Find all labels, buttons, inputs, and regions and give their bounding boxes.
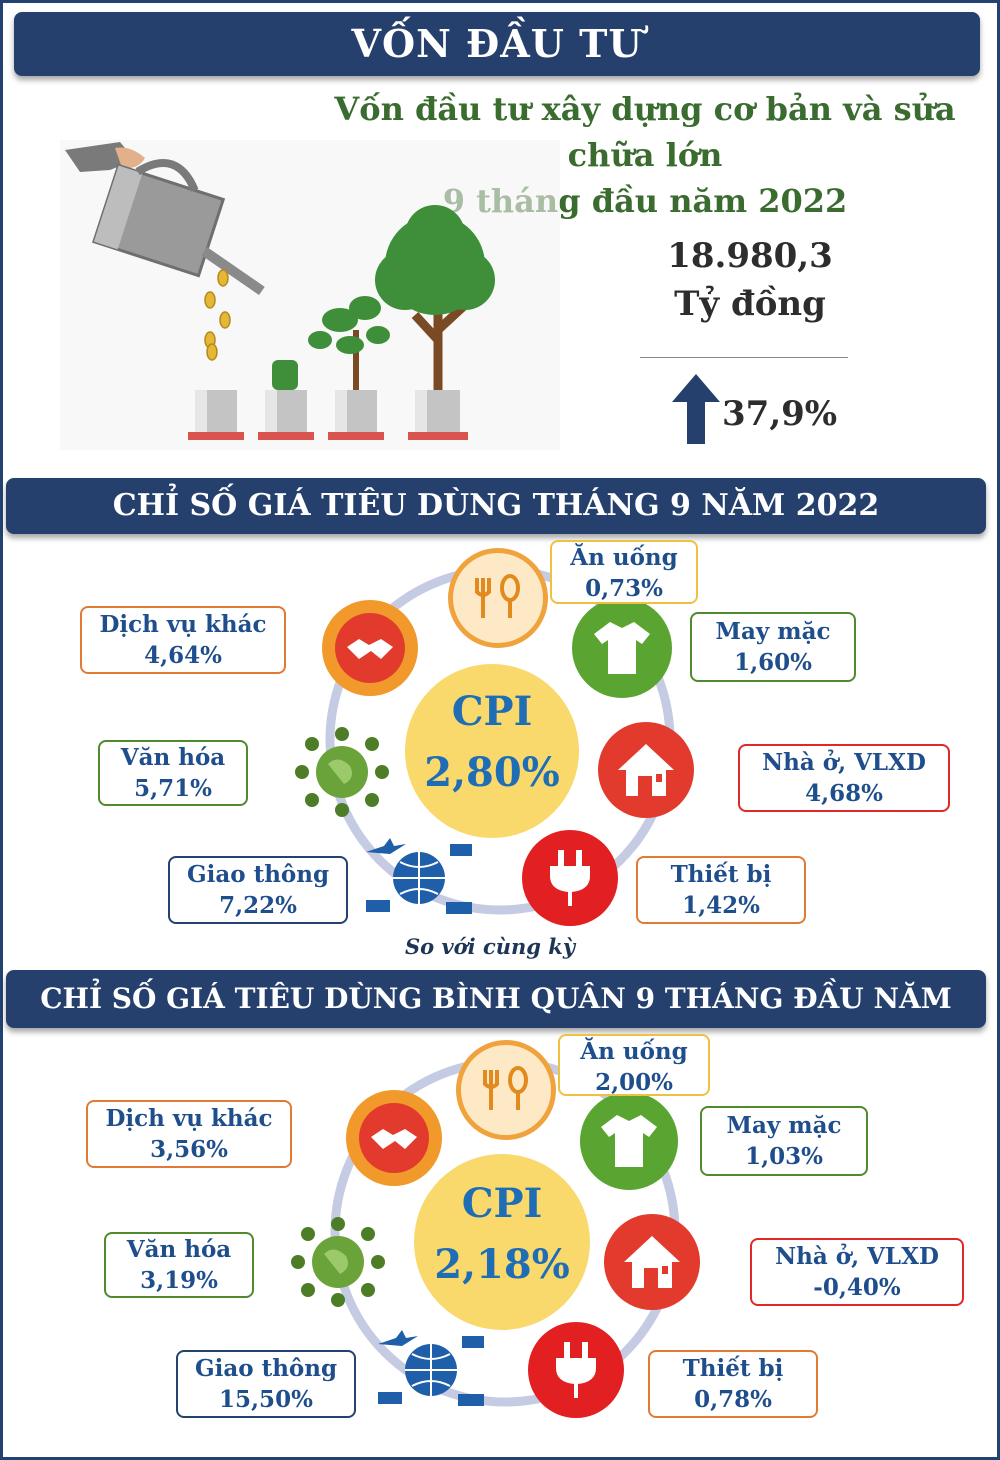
- culture-globe-icon: [294, 724, 390, 820]
- globe-transport-icon: [360, 832, 478, 924]
- shirt-icon: [572, 598, 672, 698]
- investment-banner: VỐN ĐẦU TƯ: [14, 12, 980, 76]
- cpi-month-food-box: Ăn uống 0,73%: [550, 540, 698, 604]
- cpi-month-other-box: Dịch vụ khác 4,64%: [80, 606, 286, 674]
- investment-divider: [640, 357, 848, 358]
- cpi-avg-housing-value: -0,40%: [813, 1274, 901, 1301]
- cpi-month-food-label: Ăn uống: [570, 544, 678, 571]
- cpi-avg-food-box: Ăn uống 2,00%: [558, 1034, 710, 1096]
- plug-icon: [522, 830, 618, 926]
- cpi-avg-other-box: Dịch vụ khác 3,56%: [86, 1100, 292, 1168]
- cpi-avg-housing-label: Nhà ở, VLXD: [775, 1243, 939, 1270]
- cpi-avg-food-value: 2,00%: [595, 1069, 673, 1096]
- investment-amount: 18.980,3: [667, 236, 833, 276]
- cpi-month-banner: CHỈ SỐ GIÁ TIÊU DÙNG THÁNG 9 NĂM 2022: [6, 478, 986, 534]
- handshake-badge-icon: [322, 600, 418, 696]
- cpi-avg-center: CPI 2,18%: [414, 1154, 590, 1330]
- investment-growth: 37,9%: [722, 394, 838, 434]
- cpi-month-clothing-box: May mặc 1,60%: [690, 612, 856, 682]
- handshake-badge-icon: [346, 1090, 442, 1186]
- investment-unit: Tỷ đồng: [674, 284, 826, 324]
- plug-icon: [528, 1322, 624, 1418]
- cpi-month-transport-value: 7,22%: [219, 892, 297, 919]
- cpi-month-transport-box: Giao thông 7,22%: [168, 856, 348, 924]
- cpi-avg-transport-label: Giao thông: [194, 1355, 338, 1382]
- cpi-month-clothing-value: 1,60%: [734, 649, 812, 676]
- food-icon: [456, 1040, 556, 1140]
- investment-subtitle-line1: Vốn đầu tư xây dựng cơ bản và sửa chữa l…: [334, 90, 956, 174]
- house-icon: [598, 722, 694, 818]
- cpi-month-center: CPI 2,80%: [405, 664, 579, 838]
- cpi-month-footnote: So với cùng kỳ: [404, 934, 576, 959]
- cpi-month-equipment-value: 1,42%: [682, 892, 760, 919]
- cpi-avg-center-label: CPI: [461, 1180, 543, 1227]
- cpi-month-equipment-box: Thiết bị 1,42%: [636, 856, 806, 924]
- cpi-avg-other-value: 3,56%: [150, 1136, 228, 1163]
- cpi-avg-transport-value: 15,50%: [219, 1386, 313, 1413]
- cpi-avg-food-label: Ăn uống: [580, 1038, 688, 1065]
- cpi-avg-culture-value: 3,19%: [140, 1267, 218, 1294]
- cpi-avg-equipment-box: Thiết bị 0,78%: [648, 1350, 818, 1418]
- house-icon: [604, 1214, 700, 1310]
- cpi-month-other-value: 4,64%: [144, 642, 222, 669]
- cpi-avg-clothing-value: 1,03%: [745, 1143, 823, 1170]
- cpi-month-other-label: Dịch vụ khác: [99, 611, 267, 638]
- cpi-month-title: CHỈ SỐ GIÁ TIÊU DÙNG THÁNG 9 NĂM 2022: [112, 488, 880, 523]
- cpi-avg-clothing-label: May mặc: [726, 1112, 842, 1139]
- cpi-month-housing-value: 4,68%: [805, 780, 883, 807]
- cpi-month-housing-label: Nhà ở, VLXD: [762, 749, 926, 776]
- cpi-month-transport-label: Giao thông: [186, 861, 330, 888]
- cpi-avg-clothing-box: May mặc 1,03%: [700, 1106, 868, 1176]
- food-icon: [448, 548, 548, 648]
- shirt-icon: [580, 1092, 678, 1190]
- cpi-avg-culture-label: Văn hóa: [126, 1236, 232, 1263]
- investment-title: VỐN ĐẦU TƯ: [351, 21, 643, 66]
- cpi-month-center-value: 2,80%: [424, 749, 560, 796]
- cpi-avg-equipment-label: Thiết bị: [682, 1355, 784, 1382]
- cpi-month-equipment-label: Thiết bị: [670, 861, 772, 888]
- cpi-avg-culture-box: Văn hóa 3,19%: [104, 1232, 254, 1298]
- cpi-avg-equipment-value: 0,78%: [694, 1386, 772, 1413]
- cpi-avg-transport-box: Giao thông 15,50%: [176, 1350, 356, 1418]
- watering-can-plants-illustration: [60, 140, 560, 450]
- cpi-avg-other-label: Dịch vụ khác: [105, 1105, 273, 1132]
- cpi-month-center-label: CPI: [451, 688, 533, 735]
- cpi-avg-housing-box: Nhà ở, VLXD -0,40%: [750, 1238, 964, 1306]
- globe-transport-icon: [372, 1324, 490, 1416]
- cpi-month-culture-label: Văn hóa: [120, 744, 226, 771]
- arrow-up-icon: [672, 374, 720, 444]
- cpi-month-culture-value: 5,71%: [134, 775, 212, 802]
- cpi-month-housing-box: Nhà ở, VLXD 4,68%: [738, 744, 950, 812]
- culture-globe-icon: [290, 1214, 386, 1310]
- cpi-month-clothing-label: May mặc: [715, 618, 831, 645]
- cpi-month-culture-box: Văn hóa 5,71%: [98, 740, 248, 806]
- cpi-avg-center-value: 2,18%: [434, 1241, 570, 1288]
- cpi-month-food-value: 0,73%: [585, 575, 663, 602]
